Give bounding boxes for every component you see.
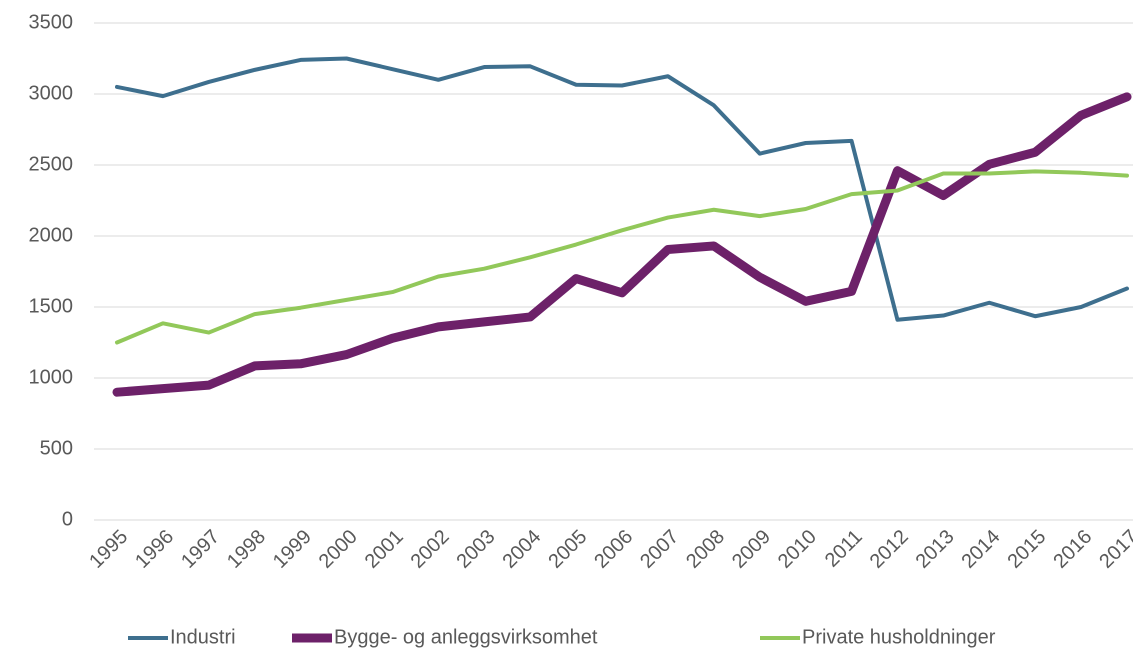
x-tick-label: 1998: [223, 526, 270, 573]
x-tick-label: 2006: [590, 526, 637, 573]
legend-label: Industri: [170, 626, 236, 648]
x-tick-label: 2005: [544, 526, 591, 573]
x-tick-label: 2015: [1003, 526, 1050, 573]
x-tick-label: 2012: [866, 526, 913, 573]
x-tick-label: 2000: [315, 526, 362, 573]
x-tick-label: 2011: [821, 526, 867, 572]
x-tick-label: 2004: [498, 526, 545, 573]
x-tick-label: 2013: [912, 526, 959, 573]
x-tick-label: 2016: [1049, 526, 1096, 573]
y-tick-label: 500: [40, 437, 73, 459]
x-tick-label: 1997: [177, 526, 224, 573]
y-tick-label: 1000: [29, 366, 74, 388]
x-tick-label: 2002: [407, 526, 454, 573]
x-tick-label: 1996: [131, 526, 178, 573]
x-tick-label: 2008: [682, 526, 729, 573]
series-line: [115, 56, 1129, 322]
x-tick-label: 1995: [85, 526, 132, 573]
y-tick-label: 3000: [29, 82, 74, 104]
series-line: [115, 169, 1129, 345]
x-tick-label: 2007: [636, 526, 683, 573]
series-line: [112, 92, 1132, 397]
y-tick-label: 1500: [29, 295, 74, 317]
x-tick-label: 1999: [269, 526, 316, 573]
x-tick-label: 2014: [958, 526, 1005, 573]
x-tick-label: 2009: [728, 526, 775, 573]
x-tick-label: 2003: [453, 526, 500, 573]
legend-label: Bygge- og anleggsvirksomhet: [334, 626, 598, 648]
y-tick-label: 3500: [29, 11, 74, 33]
x-tick-label: 2017: [1095, 526, 1133, 573]
x-tick-label: 2010: [774, 526, 821, 573]
y-tick-label: 0: [62, 508, 73, 530]
y-tick-label: 2500: [29, 153, 74, 175]
x-tick-label: 2001: [361, 526, 408, 573]
y-tick-label: 2000: [29, 224, 74, 246]
legend-label: Private husholdninger: [802, 626, 996, 648]
